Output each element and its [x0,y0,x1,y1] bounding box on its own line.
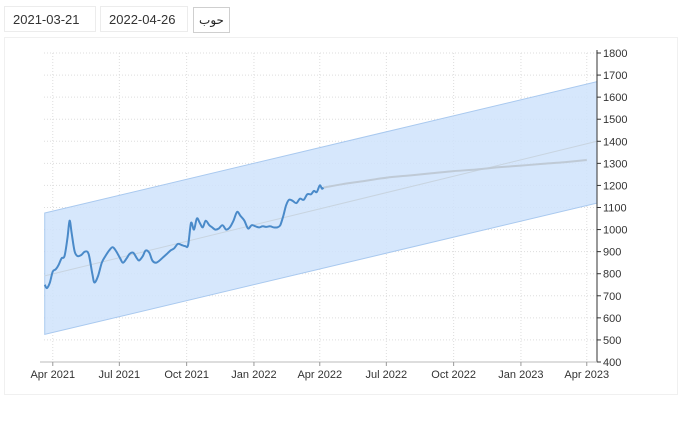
x-tick-label: Apr 2023 [564,369,609,381]
y-tick-label: 1000 [603,225,627,237]
price-line [43,184,325,290]
y-tick-label: 1200 [603,180,627,192]
x-tick-label: Jul 2021 [99,369,141,381]
y-tick-label: 1700 [603,70,627,82]
from-date-input[interactable] [4,6,96,32]
y-tick-label: 700 [603,291,621,303]
x-tick-label: Jan 2022 [231,369,276,381]
chart-frame: 400 500 600 700 800 900 1000 1100 1200 1300 1400 15… [4,37,678,395]
y-tick-label: 400 [603,357,621,369]
price-chart[interactable]: 400 500 600 700 800 900 1000 1100 1200 1300 1400 15… [5,38,677,394]
to-date-input[interactable] [100,6,188,32]
y-tick-label: 800 [603,269,621,281]
y-tick-label: 1400 [603,136,627,148]
y-tick-label: 1500 [603,114,627,126]
y-tick-label: 500 [603,335,621,347]
y-tick-label: 600 [603,313,621,325]
x-tick-label: Oct 2021 [164,369,209,381]
go-button[interactable]: حوب [193,7,230,33]
y-tick-label: 1800 [603,48,627,60]
y-tick-label: 1300 [603,158,627,170]
x-tick-label: Jan 2023 [498,369,543,381]
x-tick-label: Apr 2021 [30,369,75,381]
y-tick-label: 900 [603,247,621,259]
y-tick-label: 1100 [603,203,627,215]
x-tick-label: Oct 2022 [431,369,476,381]
trend-line [44,140,598,277]
x-tick-label: Jul 2022 [366,369,408,381]
x-tick-label: Apr 2022 [297,369,342,381]
y-tick-label: 1600 [603,92,627,104]
forecast-line [323,159,587,189]
